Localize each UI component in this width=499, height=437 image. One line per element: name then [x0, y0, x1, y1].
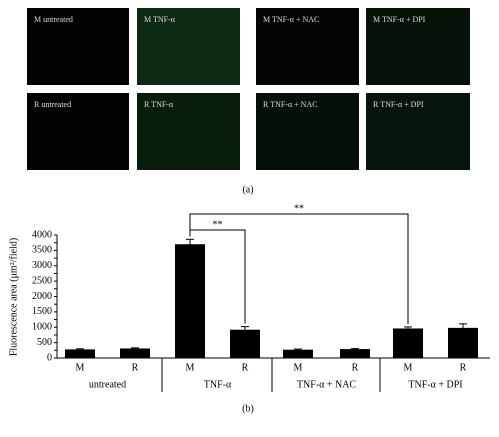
img-label: M TNF-α	[144, 15, 176, 24]
x-tick-label: M	[404, 362, 413, 373]
group-label: TNF-α	[204, 379, 232, 390]
y-tick-label: 4000	[32, 229, 52, 240]
img-label: R TNF-α + NAC	[263, 100, 318, 109]
group-label: TNF-α + NAC	[297, 379, 357, 390]
panel-label: (b)	[242, 403, 254, 414]
micrograph	[366, 93, 470, 170]
y-tick-label: 1000	[32, 322, 52, 333]
y-tick-label: 2000	[32, 291, 52, 302]
bar	[340, 349, 370, 358]
bar	[230, 329, 260, 358]
group-label: TNF-α + DPI	[408, 379, 462, 390]
x-tick-label: M	[76, 362, 85, 373]
y-axis-label: Fluorescence area (μm²/field)	[8, 238, 19, 356]
significance-label: **	[213, 219, 223, 230]
group-label: untreated	[89, 379, 126, 390]
bar	[65, 349, 95, 358]
micrograph	[137, 8, 240, 85]
micrograph	[27, 8, 129, 85]
x-tick-label: R	[352, 362, 359, 373]
y-tick-label: 0	[47, 352, 52, 363]
img-label: M untreated	[34, 15, 73, 24]
significance-bracket	[189, 213, 409, 324]
y-tick-label: 3000	[32, 260, 52, 271]
y-tick-label: 2500	[32, 275, 52, 286]
x-tick-label: R	[460, 362, 467, 373]
micrograph	[27, 93, 129, 170]
bar	[448, 327, 478, 358]
bar	[283, 349, 313, 358]
significance-label: **	[294, 203, 304, 214]
x-tick-label: M	[186, 362, 195, 373]
panel-label: (a)	[242, 184, 253, 195]
y-tick-label: 500	[37, 337, 52, 348]
micrograph	[256, 93, 359, 170]
img-label: M TNF-α + NAC	[263, 15, 319, 24]
bar	[175, 244, 205, 358]
x-tick-label: M	[294, 362, 303, 373]
bar	[120, 348, 150, 358]
img-label: R TNF-α	[144, 100, 174, 109]
img-label: M TNF-α + DPI	[373, 15, 426, 24]
bar	[393, 328, 423, 358]
micrograph	[137, 93, 240, 170]
x-tick-label: R	[242, 362, 249, 373]
y-tick-label: 3500	[32, 245, 52, 256]
img-label: R TNF-α + DPI	[373, 100, 424, 109]
micrograph	[256, 8, 359, 85]
micrograph	[366, 8, 470, 85]
x-tick-label: R	[132, 362, 139, 373]
y-tick-label: 1500	[32, 306, 52, 317]
img-label: R untreated	[34, 100, 71, 109]
